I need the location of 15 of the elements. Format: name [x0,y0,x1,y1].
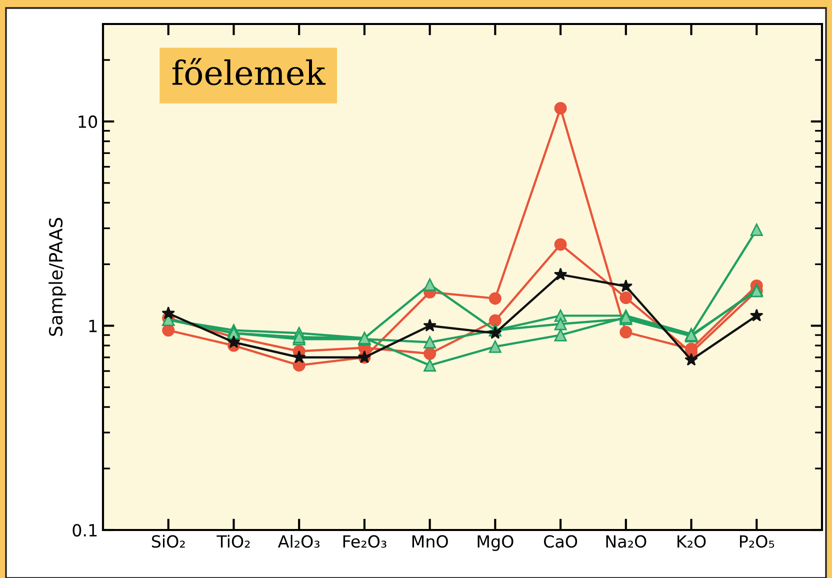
x-tick-label: K₂O [678,535,706,548]
annotation: főelemek [172,58,326,86]
x-tick-label: P₂O₅ [740,535,774,548]
x-tick-label: MgO [478,535,514,551]
x-tick-label: TiO₂ [216,534,250,548]
y-tick-label: 10 [78,115,98,128]
x-tick-label: MnO [412,535,448,548]
y-tick-label: 1 [89,320,97,332]
x-tick-label: CaO [544,535,578,548]
x-tick-label: Fe₂O₃ [343,535,386,548]
x-tick-label: Al₂O₃ [278,534,320,548]
y-axis-title: Sample/PAAS [48,218,66,336]
y-tick-label: 0.1 [72,524,97,537]
x-tick-label: SiO₂ [152,534,185,548]
x-tick-label: Na₂O [606,535,646,548]
